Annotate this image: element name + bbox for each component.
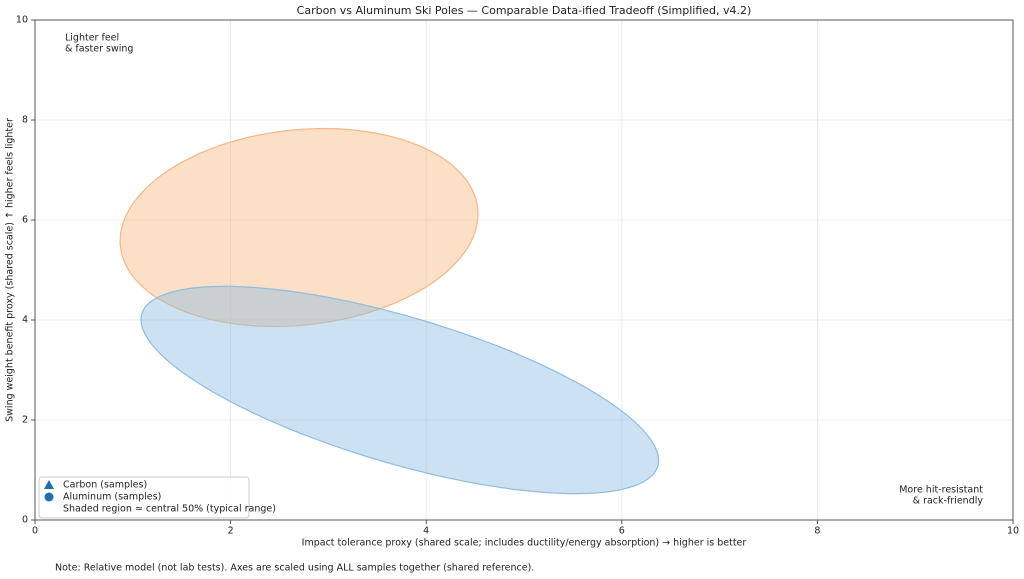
footnote: Note: Relative model (not lab tests). Ax… — [55, 563, 534, 574]
legend-box — [38, 476, 250, 519]
x-tick-label: 0 — [32, 526, 38, 537]
y-tick-label: 2 — [22, 415, 28, 426]
x-tick-label: 6 — [619, 526, 625, 537]
annotation: More hit-resistant — [899, 485, 983, 496]
x-tick-label: 10 — [1007, 526, 1019, 537]
region-ellipse — [140, 285, 660, 495]
x-tick-label: 8 — [814, 526, 820, 537]
y-tick-label: 4 — [22, 315, 28, 326]
annotation: & faster swing — [65, 44, 133, 55]
y-tick-label: 0 — [22, 515, 28, 526]
legend-label: Carbon (samples) — [63, 480, 147, 491]
chart-title: Carbon vs Aluminum Ski Poles — Comparabl… — [297, 4, 752, 17]
y-tick-label: 8 — [22, 115, 28, 126]
y-axis-label: Swing weight benefit proxy (shared scale… — [5, 118, 16, 422]
x-tick-label: 4 — [423, 526, 429, 537]
y-tick-label: 10 — [16, 15, 28, 26]
plot-frame — [34, 19, 1014, 521]
legend-marker — [44, 492, 54, 502]
legend-marker — [44, 480, 54, 489]
y-tick-label: 6 — [22, 215, 28, 226]
x-tick-label: 2 — [228, 526, 234, 537]
annotation: Lighter feel — [65, 33, 119, 44]
x-axis-label: Impact tolerance proxy (shared scale; in… — [302, 538, 747, 549]
legend-label: Shaded region ≈ central 50% (typical ran… — [63, 504, 276, 515]
legend-label: Aluminum (samples) — [63, 492, 161, 503]
annotation: & rack-friendly — [913, 496, 984, 507]
region-ellipse — [119, 127, 479, 328]
